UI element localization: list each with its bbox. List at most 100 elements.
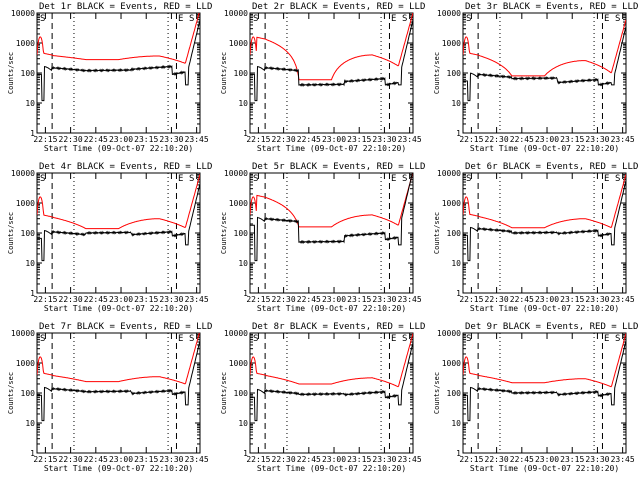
saa-marker-label: S xyxy=(189,174,194,184)
x-tick-label: 22:45 xyxy=(510,135,534,144)
y-tick-label: 1 xyxy=(456,289,461,298)
y-tick-label: 10000 xyxy=(437,329,461,338)
x-tick-label: 23:00 xyxy=(535,135,559,144)
lld-series-line xyxy=(37,174,200,230)
y-tick-label: 1000 xyxy=(229,359,248,368)
y-tick-label: 100 xyxy=(21,69,36,78)
y-tick-label: 10000 xyxy=(11,329,35,338)
y-tick-label: 1 xyxy=(30,129,35,138)
events-series-line xyxy=(37,340,200,422)
lld-series-line xyxy=(463,174,626,229)
plot-frame xyxy=(249,12,414,134)
x-tick-label: 23:15 xyxy=(560,135,584,144)
detector-panel-8: Det 8r BLACK = Events, RED = LLD 1 10 100 10… xyxy=(220,322,425,473)
x-tick-label: 23:00 xyxy=(322,135,346,144)
x-tick-label: 23:45 xyxy=(185,135,209,144)
x-tick-label: 22:30 xyxy=(272,455,296,464)
panel-title: Det 8r BLACK = Events, RED = LLD xyxy=(252,322,425,332)
panel-title: Det 4r BLACK = Events, RED = LLD xyxy=(39,162,212,172)
x-tick-label: 22:15 xyxy=(246,455,270,464)
y-tick-label: 100 xyxy=(447,69,462,78)
x-axis-label: Start Time (09-Oct-07 22:10:20) xyxy=(44,144,193,153)
y-tick-label: 10000 xyxy=(11,169,35,178)
y-tick-label: 1000 xyxy=(229,199,248,208)
x-tick-label: 23:45 xyxy=(611,295,635,304)
x-axis-label: Start Time (09-Oct-07 22:10:20) xyxy=(470,304,619,313)
x-tick-label: 23:45 xyxy=(398,455,422,464)
saa-marker-label: S xyxy=(189,334,194,344)
x-tick-label: 23:15 xyxy=(347,135,371,144)
x-tick-label: 22:30 xyxy=(272,295,296,304)
lld-series-line xyxy=(250,13,413,81)
panel-title: Det 5r BLACK = Events, RED = LLD xyxy=(252,162,425,172)
saa-marker-label: E xyxy=(391,334,396,344)
x-tick-label: 22:30 xyxy=(272,135,296,144)
x-tick-label: 22:15 xyxy=(459,455,483,464)
x-tick-label: 23:30 xyxy=(372,295,396,304)
saa-marker-label: S xyxy=(40,14,45,24)
x-tick-label: 22:15 xyxy=(33,455,57,464)
x-tick-label: 22:15 xyxy=(33,295,57,304)
lld-series-line xyxy=(37,13,200,64)
x-axis-label: Start Time (09-Oct-07 22:10:20) xyxy=(44,304,193,313)
x-tick-label: 23:15 xyxy=(134,455,158,464)
x-tick-label: 23:30 xyxy=(585,295,609,304)
x-tick-label: 23:15 xyxy=(560,455,584,464)
panel-title: Det 2r BLACK = Events, RED = LLD xyxy=(252,2,425,12)
y-tick-label: 10 xyxy=(238,419,248,428)
x-tick-label: 23:45 xyxy=(398,135,422,144)
x-tick-label: 22:30 xyxy=(485,295,509,304)
x-tick-label: 22:15 xyxy=(33,135,57,144)
saa-marker-label: E xyxy=(604,334,609,344)
x-tick-label: 23:30 xyxy=(159,135,183,144)
x-tick-label: 23:45 xyxy=(611,135,635,144)
detector-panel-6: Det 6r BLACK = Events, RED = LLD 1 10 100 10… xyxy=(433,162,638,313)
x-axis-label: Start Time (09-Oct-07 22:10:20) xyxy=(257,304,406,313)
x-tick-label: 22:30 xyxy=(59,135,83,144)
lld-series-line xyxy=(250,333,413,388)
y-tick-label: 1 xyxy=(456,129,461,138)
x-axis-label: Start Time (09-Oct-07 22:10:20) xyxy=(470,464,619,473)
lld-series-line xyxy=(463,333,626,388)
detector-panel-7: Det 7r BLACK = Events, RED = LLD 1 10 100 10… xyxy=(7,322,212,473)
x-axis-label: Start Time (09-Oct-07 22:10:20) xyxy=(470,144,619,153)
saa-marker-label: S xyxy=(615,174,620,184)
x-tick-label: 23:00 xyxy=(535,295,559,304)
y-tick-label: 10 xyxy=(451,259,461,268)
y-tick-label: 1000 xyxy=(442,39,461,48)
saa-marker-label: S xyxy=(253,334,258,344)
x-tick-label: 23:45 xyxy=(185,455,209,464)
saa-marker-label: S xyxy=(615,14,620,24)
lld-series-line xyxy=(250,173,413,228)
x-tick-label: 22:45 xyxy=(84,135,108,144)
y-axis-label: Counts/sec xyxy=(7,372,15,414)
saa-marker-label: E xyxy=(604,174,609,184)
y-tick-label: 10 xyxy=(451,99,461,108)
x-tick-label: 22:45 xyxy=(297,455,321,464)
y-tick-label: 1 xyxy=(243,129,248,138)
x-tick-label: 22:45 xyxy=(84,295,108,304)
x-tick-label: 23:15 xyxy=(347,455,371,464)
lld-series-line xyxy=(463,19,626,77)
saa-marker-label: S xyxy=(466,334,471,344)
y-tick-label: 1 xyxy=(456,449,461,458)
saa-marker-label: E xyxy=(604,14,609,24)
saa-marker-label: S xyxy=(466,14,471,24)
plot-frame xyxy=(249,172,414,294)
x-tick-label: 23:00 xyxy=(322,295,346,304)
y-tick-label: 10 xyxy=(25,99,35,108)
lld-series-line xyxy=(37,333,200,385)
panel-title: Det 6r BLACK = Events, RED = LLD xyxy=(465,162,638,172)
y-tick-label: 100 xyxy=(21,389,36,398)
events-series-line xyxy=(37,183,200,262)
x-tick-label: 23:45 xyxy=(185,295,209,304)
y-tick-label: 10 xyxy=(25,419,35,428)
x-tick-label: 23:00 xyxy=(109,455,133,464)
y-tick-label: 10000 xyxy=(224,329,248,338)
detector-panel-4: Det 4r BLACK = Events, RED = LLD 1 10 100 10… xyxy=(7,162,212,313)
y-tick-label: 100 xyxy=(447,389,462,398)
events-series-line xyxy=(250,342,413,422)
y-axis-label: Counts/sec xyxy=(433,372,441,414)
x-tick-label: 22:15 xyxy=(246,295,270,304)
